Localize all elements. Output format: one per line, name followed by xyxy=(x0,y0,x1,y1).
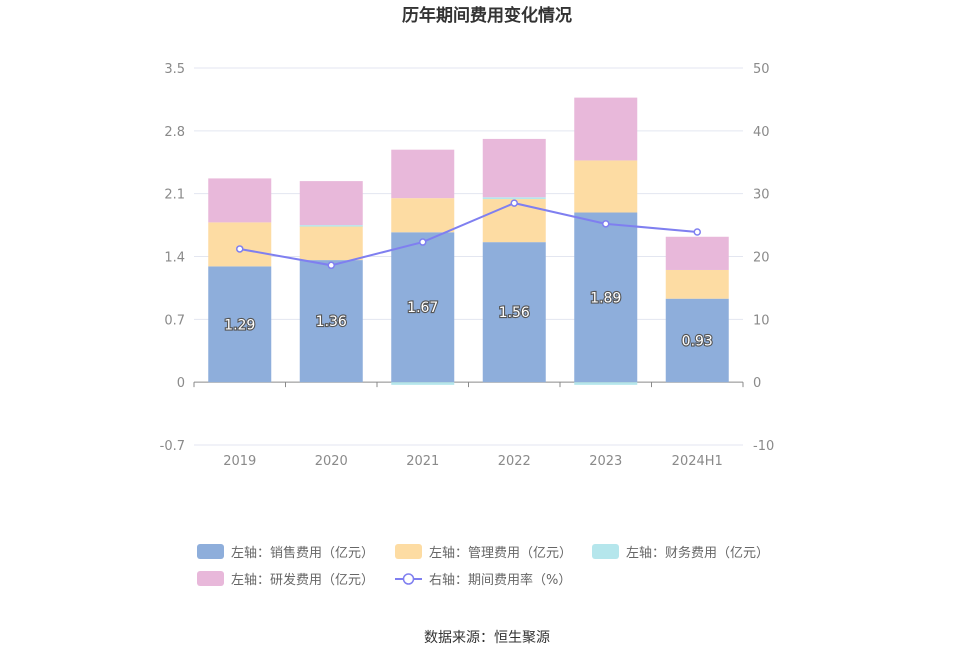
x-tick-label: 2021 xyxy=(406,454,439,469)
rate-point xyxy=(602,220,610,228)
bar-segment xyxy=(391,382,455,385)
bar-segment xyxy=(391,198,455,233)
legend-item: 左轴：研发费用（亿元） xyxy=(197,571,374,588)
legend-label: 左轴：管理费用（亿元） xyxy=(429,546,572,561)
legend-item: 左轴：销售费用（亿元） xyxy=(197,544,374,561)
x-tick-label: 2023 xyxy=(589,454,622,469)
legend-swatch xyxy=(197,544,224,559)
legend-label: 左轴：研发费用（亿元） xyxy=(231,572,374,588)
left-tick-label: 3.5 xyxy=(164,62,185,77)
bar-segment xyxy=(482,242,546,383)
bar-data-label: 1.67 xyxy=(407,300,438,316)
legend-item: 左轴：财务费用（亿元） xyxy=(592,544,769,561)
bar-segment xyxy=(574,160,638,213)
bar-segment xyxy=(665,236,729,270)
bar-segment xyxy=(299,225,363,227)
left-tick-label: 2.8 xyxy=(164,125,185,140)
rate-point xyxy=(419,238,427,246)
bar-segment xyxy=(391,149,455,199)
legend-label: 左轴：销售费用（亿元） xyxy=(231,545,374,561)
x-tick-label: 2019 xyxy=(223,454,256,469)
legend-swatch xyxy=(395,544,422,559)
right-tick-label: 40 xyxy=(753,125,770,140)
left-tick-label: 1.4 xyxy=(164,251,185,266)
bar-segment xyxy=(574,212,638,383)
bar-segment xyxy=(391,232,455,383)
legend-label: 左轴：财务费用（亿元） xyxy=(626,545,769,561)
right-tick-label: -10 xyxy=(753,439,774,454)
bar-data-label: 1.36 xyxy=(316,314,347,330)
bar-segment xyxy=(299,260,363,383)
bar-data-label: 1.89 xyxy=(590,290,621,306)
left-tick-label: -0.7 xyxy=(160,439,185,454)
legend-marker xyxy=(402,573,415,585)
legend-item: 左轴：管理费用（亿元） xyxy=(395,544,572,561)
right-tick-label: 50 xyxy=(753,62,770,77)
rate-point xyxy=(327,261,335,270)
left-tick-label: 0 xyxy=(177,376,185,391)
rate-point xyxy=(510,199,518,207)
left-tick-label: 2.1 xyxy=(164,188,185,203)
legend-item: 右轴：期间费用率（%） xyxy=(395,572,571,588)
legend-swatch xyxy=(592,544,619,559)
bar-segment xyxy=(208,222,272,267)
label-layer: 1.29 1.36 1.67 1.56 1.89 0.93 xyxy=(223,289,714,350)
right-tick-label: 10 xyxy=(753,313,770,328)
bar-segment xyxy=(299,181,363,226)
legend-label: 右轴：期间费用率（%） xyxy=(429,572,571,588)
rate-point xyxy=(693,228,701,236)
bar-segment xyxy=(208,266,272,383)
bar-segment xyxy=(208,178,272,223)
x-tick-label: 2020 xyxy=(315,454,348,469)
bar-segment xyxy=(299,225,363,261)
bar-segment xyxy=(482,197,546,200)
x-tick-label: 2024H1 xyxy=(672,454,723,469)
axis-layer: 3.5 2.8 2.1 1.4 0.7 0 -0.7 50 40 30 20 10 0 -10 2019 20… xyxy=(160,62,775,469)
bar-segment xyxy=(665,298,729,383)
left-tick-label: 0.7 xyxy=(164,313,185,328)
bar-segment xyxy=(574,382,638,385)
bar-segment xyxy=(574,97,638,161)
legend-layer: 左轴：销售费用（亿元） 左轴：管理费用（亿元） 左轴：财务费用（亿元） 左轴：研发费用… xyxy=(197,544,769,588)
bar-layer xyxy=(208,97,729,385)
bar-segment xyxy=(482,138,546,198)
right-tick-label: 0 xyxy=(753,376,761,391)
rate-point xyxy=(236,245,244,253)
source-text: 数据来源：恒生聚源 xyxy=(424,630,550,646)
bar-data-label: 0.93 xyxy=(682,333,713,349)
bar-data-label: 1.56 xyxy=(499,305,530,321)
line-layer xyxy=(236,199,701,270)
bar-data-label: 1.29 xyxy=(224,317,255,333)
rate-line xyxy=(239,202,698,267)
legend-swatch xyxy=(197,571,224,586)
right-tick-label: 20 xyxy=(753,251,770,266)
x-tick-label: 2022 xyxy=(498,454,531,469)
right-tick-label: 30 xyxy=(753,188,770,203)
bar-segment xyxy=(665,269,729,299)
chart-title: 历年期间费用变化情况 xyxy=(402,5,572,26)
